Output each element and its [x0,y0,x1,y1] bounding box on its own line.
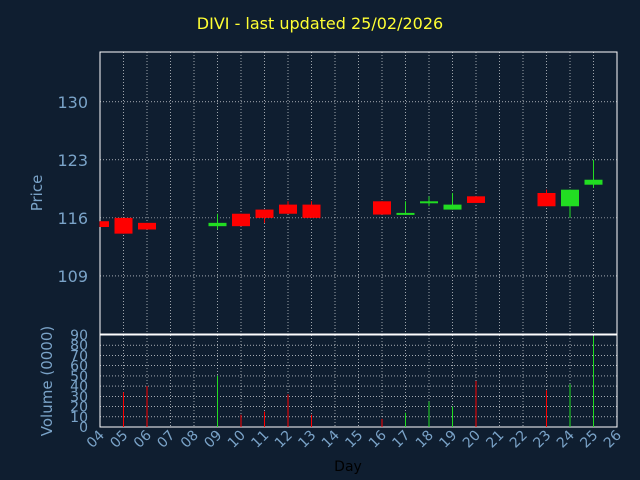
x-axis-label: Day [334,459,362,475]
x-tick-label: 14 [319,427,343,451]
candle-body [255,209,274,218]
candle-body [396,212,415,215]
price-tick-label: 123 [57,151,88,170]
x-tick-label: 19 [436,428,460,452]
x-tick-label: 13 [295,428,319,452]
candle-body [584,179,603,185]
x-tick-label: 17 [389,428,413,452]
price-tick-label: 130 [57,93,88,112]
x-tick-label: 10 [225,428,249,452]
candle-body [561,189,579,207]
candle-body [537,193,556,207]
candle-body [279,204,297,214]
x-tick-label: 25 [577,428,601,452]
volume-tick-label: 0 [79,420,88,436]
x-tick-label: 22 [507,428,531,452]
x-axis-ticks: 04 05 06 07 08 09 10 11 12 13 14 15 16 17 18 19 20 21 22 23… [84,427,625,451]
volume-tick-label: 30 [70,389,88,405]
volume-tick-label: 60 [70,359,88,375]
price-axis-label: Price [28,175,46,212]
candle-body [467,196,485,203]
x-tick-label: 20 [460,428,484,452]
x-tick-label: 23 [530,428,554,452]
x-tick-label: 26 [601,427,625,451]
x-tick-label: 08 [178,428,202,452]
candle-body [208,222,227,227]
volume-tick-label: 70 [70,348,88,364]
x-tick-label: 18 [413,428,437,452]
x-tick-label: 15 [342,428,366,452]
x-tick-label: 07 [154,428,178,452]
candle-body [373,201,391,215]
price-tick-label: 109 [57,267,88,286]
volume-tick-label: 10 [70,410,88,426]
candle-body [232,213,250,227]
candle-body [420,201,438,204]
chart-title: DIVI - last updated 25/02/2026 [196,14,444,33]
candles [99,159,603,234]
x-tick-label: 05 [107,428,131,452]
volume-tick-label: 50 [70,369,88,385]
candle-body [138,222,156,230]
x-tick-label: 09 [201,428,225,452]
volume-axis-label: Volume (0000) [38,326,56,436]
volume-grid [100,335,617,427]
volume-tick-label: 90 [70,328,88,344]
x-tick-label: 12 [272,428,296,452]
price-axis-ticks: 109 116 123 130 [57,93,88,286]
x-tick-label: 24 [554,427,578,451]
volume-tick-label: 20 [70,400,88,416]
candle-body [100,221,109,228]
price-tick-label: 116 [57,209,88,228]
x-tick-label: 16 [366,427,390,451]
x-tick-label: 06 [131,427,155,451]
x-tick-label: 21 [483,428,507,452]
volume-tick-label: 40 [70,379,88,395]
candle-body [443,204,462,210]
volume-tick-label: 80 [70,338,88,354]
volume-bars [123,336,594,427]
x-tick-label: 11 [248,428,272,452]
candle-body [302,204,321,218]
candle-body [114,217,133,234]
